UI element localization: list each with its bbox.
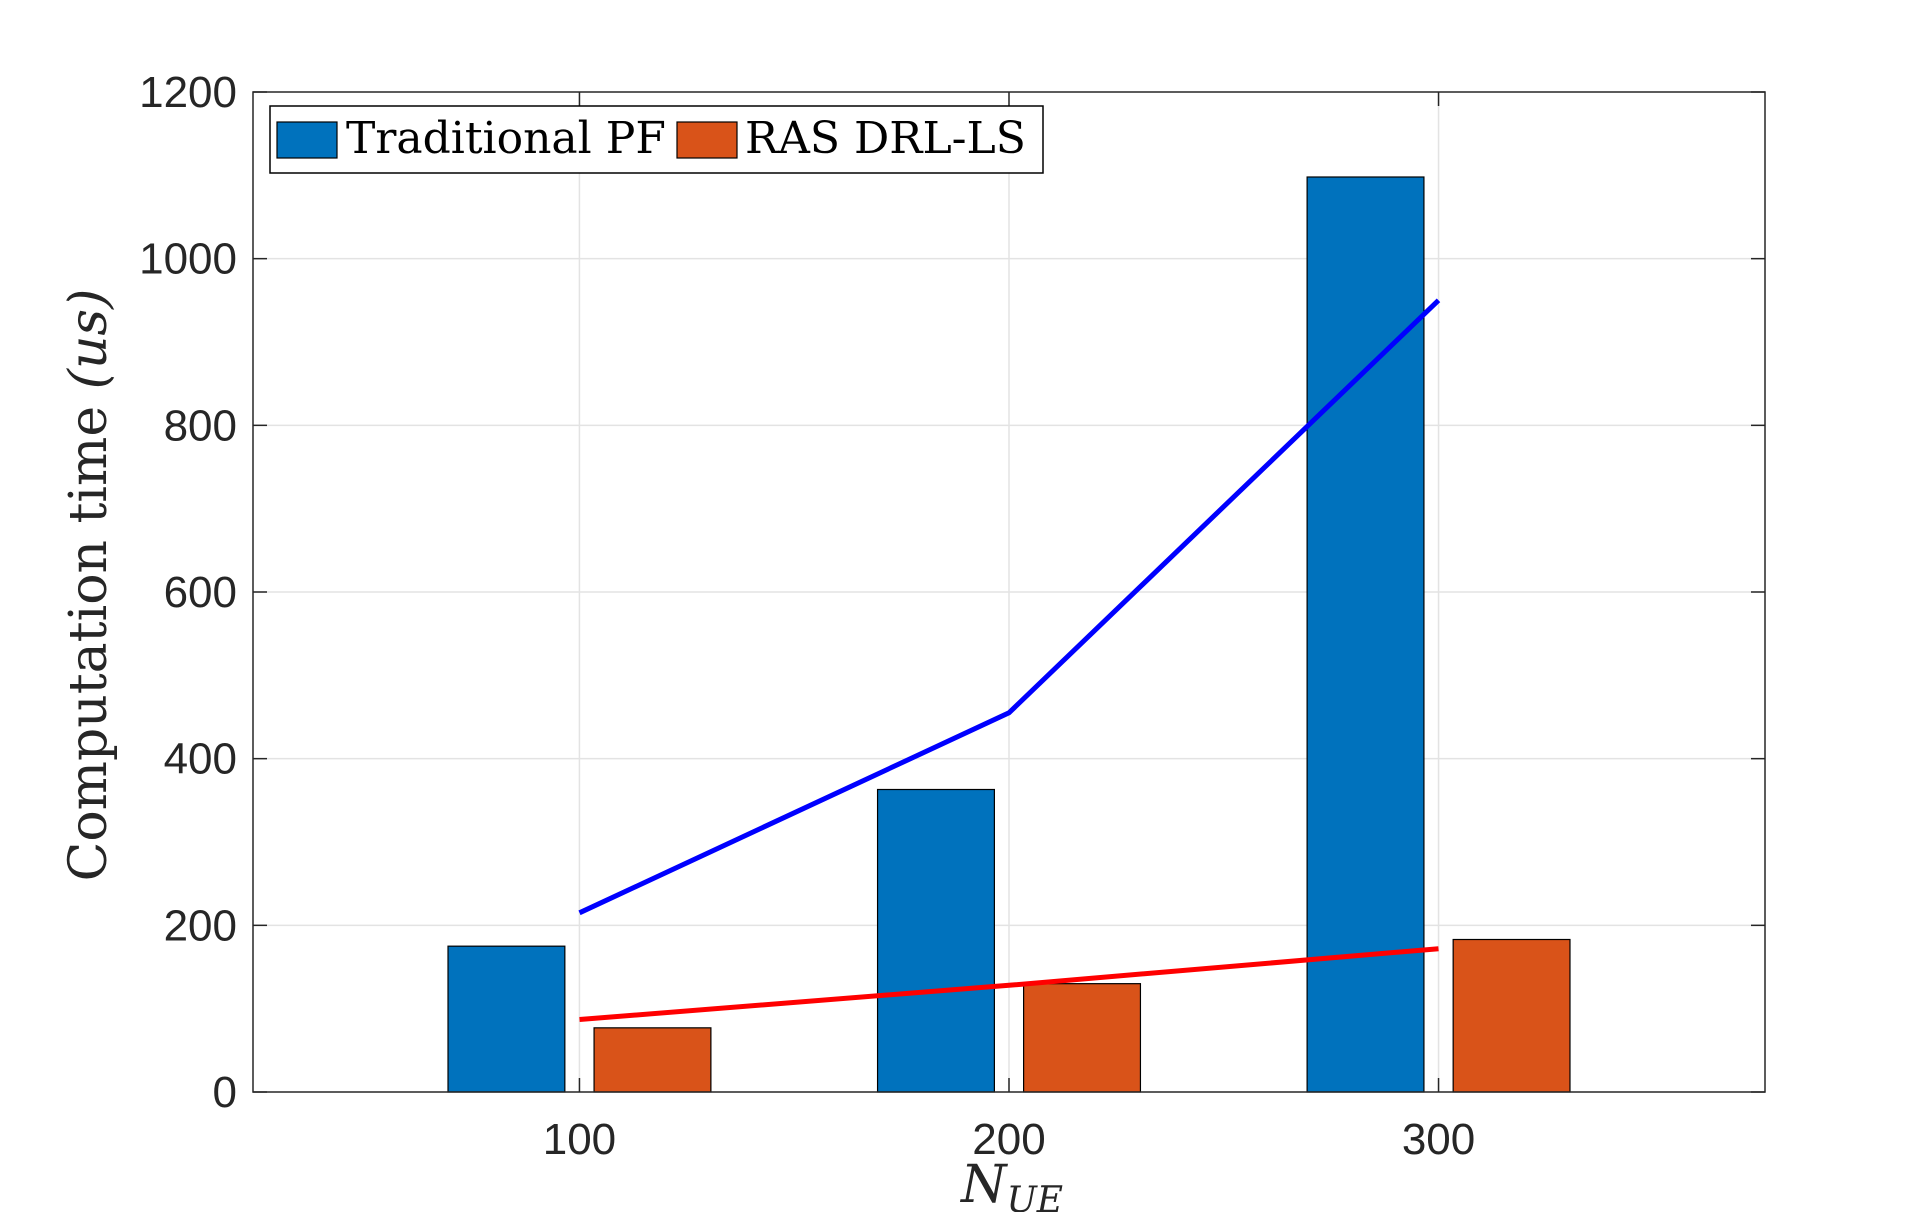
x-axis-label: NUE [959,1155,1063,1212]
x-tick-label: 300 [1402,1115,1475,1164]
bar-traditional-pf-100 [447,945,566,1093]
bar-traditional-pf-300 [1306,176,1425,1093]
y-tick-label: 600 [164,568,237,617]
bar-ras-drl-ls-300 [1452,938,1571,1093]
legend: Traditional PF RAS DRL-LS [269,105,1044,174]
legend-box [269,105,1044,174]
trend-line-2 [579,946,1439,1022]
bar-ras-drl-ls-200 [1023,983,1142,1093]
y-tick-label: 200 [164,901,237,950]
y-tick-label: 800 [164,401,237,450]
bar-ras-drl-ls-100 [593,1027,712,1093]
trend-line-1 [578,298,1441,916]
legend-label-ras-drl-ls: RAS DRL-LS [745,113,1026,164]
y-tick-label: 1200 [139,68,237,117]
y-axis-label: Computation time (us) [59,289,119,882]
legend-swatch-traditional-pf [276,121,338,159]
plot-area: 0 200 400 600 800 1000 1200 100 200 300 [139,68,1766,1164]
y-tick-label: 0 [213,1068,237,1117]
y-tick-label: 400 [164,735,237,784]
y-tick-label: 1000 [139,235,237,284]
x-tick-label: 200 [972,1115,1045,1164]
bar-traditional-pf-200 [876,788,995,1093]
legend-swatch-ras-drl-ls [676,121,738,159]
legend-label-traditional-pf: Traditional PF [346,113,666,164]
x-tick-label: 100 [543,1115,616,1164]
